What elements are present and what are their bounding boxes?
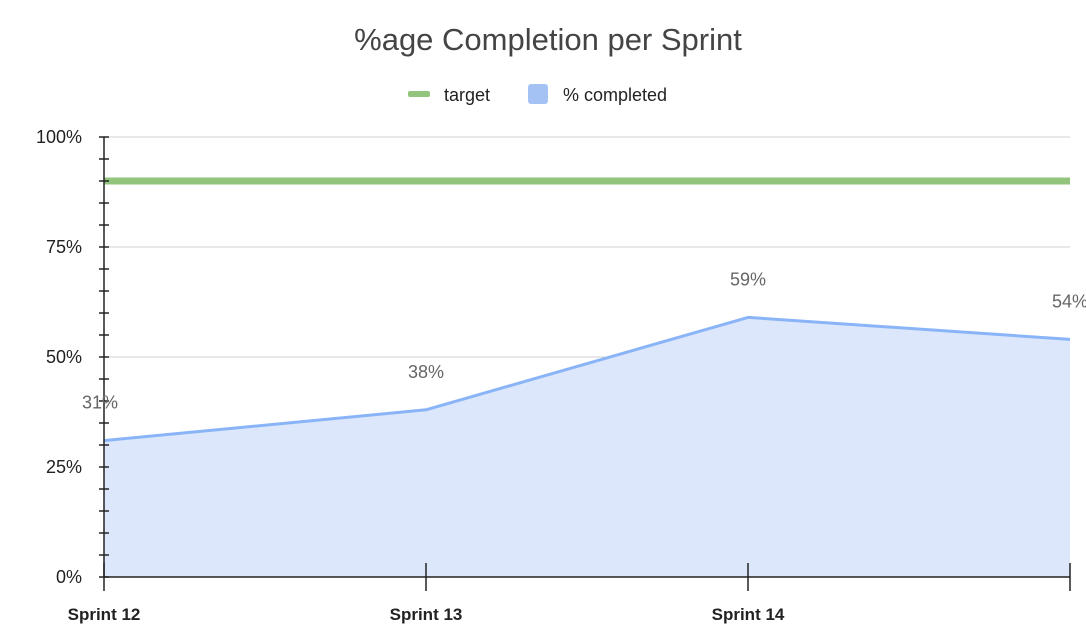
completed-line — [103, 315, 1071, 443]
legend-target-swatch — [408, 91, 430, 97]
y-tick-label: 75% — [46, 237, 82, 257]
y-tick-label: 100% — [36, 127, 82, 147]
y-tick-label: 0% — [56, 567, 82, 587]
x-tick-label: Sprint 12 — [68, 605, 141, 624]
data-label: 59% — [730, 269, 766, 289]
data-label: 38% — [408, 362, 444, 382]
data-label: 31% — [82, 393, 118, 413]
legend-target-label: target — [444, 85, 490, 105]
y-tick-label: 50% — [46, 347, 82, 367]
x-tick-label: Sprint 14 — [712, 605, 785, 624]
data-label: 54% — [1052, 291, 1086, 311]
x-tick-label: Sprint 13 — [390, 605, 463, 624]
completed-area-fill — [104, 317, 1070, 577]
chart-title: %age Completion per Sprint — [354, 22, 742, 57]
legend: target % completed — [408, 84, 667, 105]
legend-completed-swatch — [528, 84, 548, 104]
legend-completed-label: % completed — [563, 85, 667, 105]
y-tick-label: 25% — [46, 457, 82, 477]
plot-area: 0% 25% 50% 75% 100% Sprint 12 Sprint 13 Sprint … — [36, 127, 1086, 624]
